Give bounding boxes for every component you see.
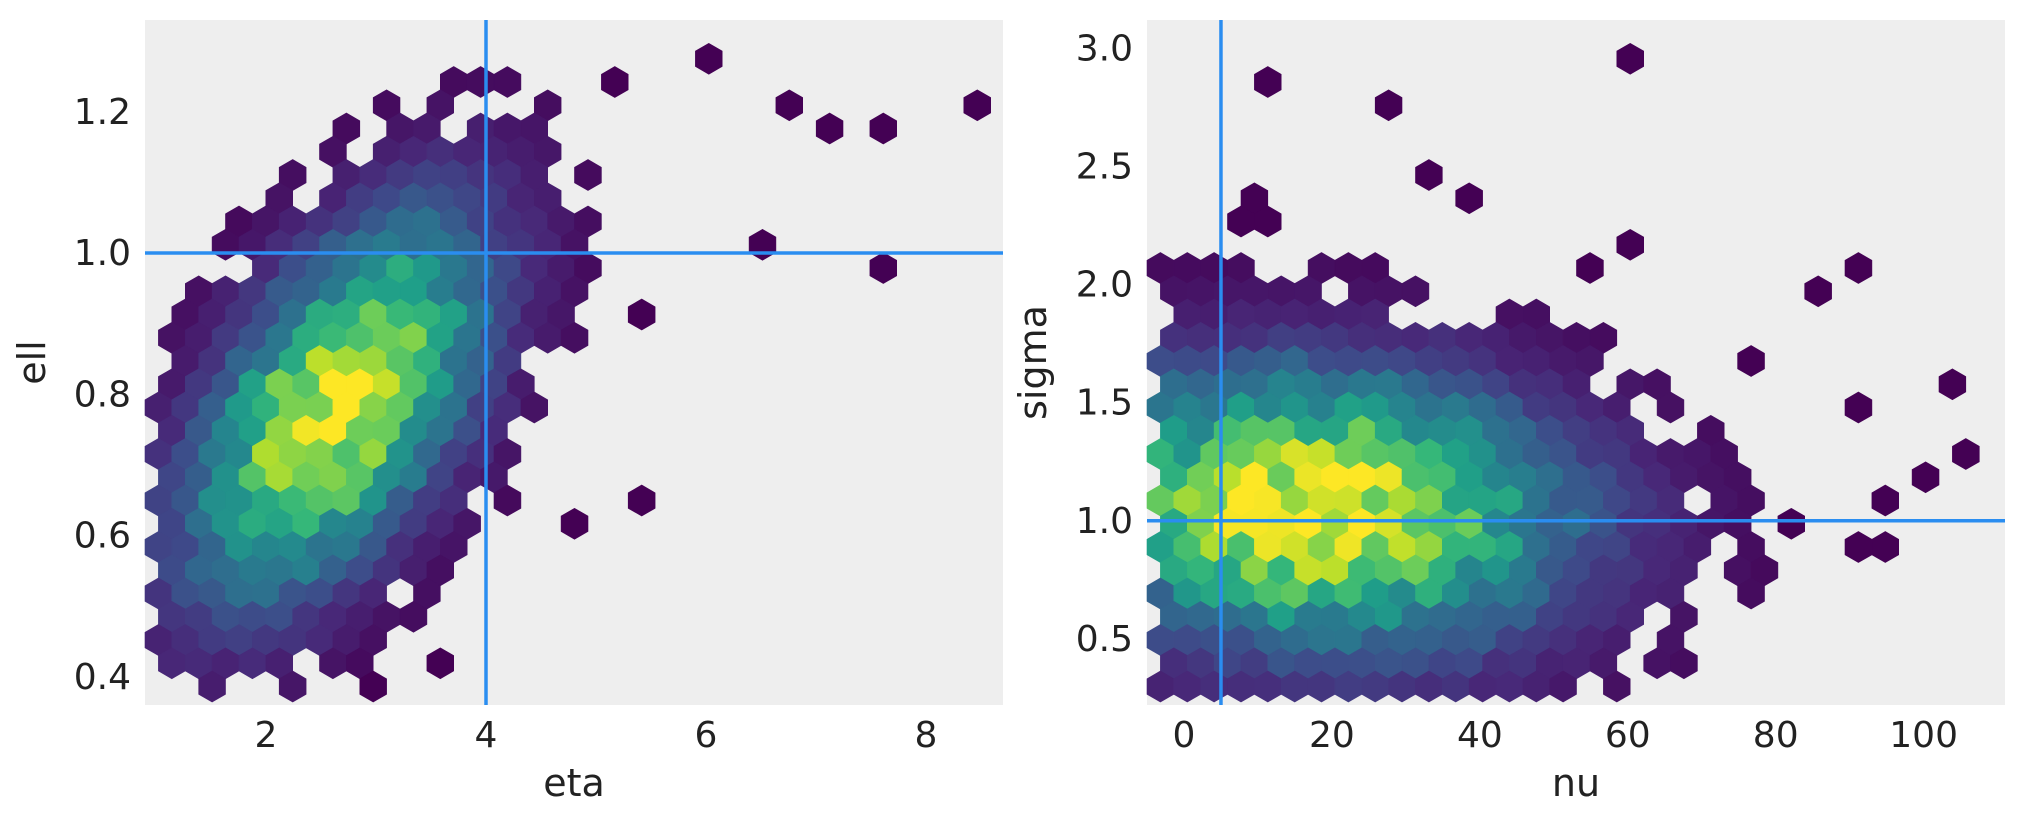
hexbin-cell [695, 42, 723, 75]
hexbin-cell [1254, 205, 1282, 238]
hexbin-cell [198, 670, 226, 703]
y-tick-label: 3.0 [1076, 28, 1133, 69]
y-tick-label: 1.2 [74, 92, 131, 133]
y-tick-label: 0.5 [1076, 619, 1133, 660]
hexbin-cell [1616, 228, 1644, 261]
hexbin-cell [1455, 182, 1483, 215]
hexbin-cell [560, 507, 589, 540]
hexbin-cell [426, 647, 455, 680]
hexbin-panel-nu-sigma: 0 20 40 60 80 100 0.5 1.0 1.5 2.0 2.5 3.0 nu sigma [1011, 20, 2005, 805]
hexbin-cell [1549, 670, 1577, 703]
x-tick-label: 80 [1753, 715, 1799, 756]
hexbin-cell [1911, 461, 1940, 494]
hexbin-cell [1656, 391, 1685, 424]
hexbin-cell [1603, 670, 1631, 703]
y-axis-label: ell [10, 340, 54, 385]
hexbin-cell [1415, 159, 1443, 191]
y-tick-label: 0.6 [74, 516, 131, 557]
x-tick-label: 2 [255, 715, 278, 756]
y-tick-label: 0.8 [74, 374, 131, 415]
x-tick-label: 20 [1309, 715, 1355, 756]
hexbin-cell [627, 484, 656, 517]
y-tick-labels: 0.5 1.0 1.5 2.0 2.5 3.0 [1076, 28, 1133, 660]
x-tick-labels: 0 20 40 60 80 100 [1173, 715, 1958, 756]
y-tick-label: 2.5 [1076, 146, 1133, 187]
y-tick-label: 2.0 [1076, 265, 1133, 306]
hexbin-cell [1616, 42, 1644, 75]
hexbin-cell [1871, 531, 1899, 563]
x-tick-label: 0 [1173, 715, 1196, 756]
hexbin-cell [775, 89, 804, 122]
x-tick-labels: 2 4 6 8 [255, 715, 938, 756]
hexbin-cell [1254, 66, 1282, 98]
hexbin-cell [399, 600, 428, 633]
hexbin-cell [1737, 345, 1765, 377]
hexbin-cell [1804, 275, 1832, 308]
x-tick-label: 8 [915, 715, 938, 756]
hexbin-cell [1777, 507, 1805, 540]
x-tick-label: 4 [475, 715, 498, 756]
hexbin-cell [574, 159, 602, 191]
x-axis-label: nu [1552, 761, 1600, 805]
hexbin-cell [359, 670, 387, 703]
y-tick-label: 1.0 [1076, 501, 1133, 542]
y-tick-label: 1.0 [74, 233, 131, 274]
hexbin-cell [627, 298, 656, 331]
hexbin-cell [520, 391, 549, 424]
hexbin-cell [560, 321, 589, 354]
hexbin-cell [815, 112, 844, 145]
hexbin-cell [1938, 368, 1967, 401]
hexbin-cell [601, 66, 629, 98]
hexbin-cell [1401, 275, 1430, 308]
hexbin-cell [278, 670, 307, 703]
hexbin-panel-eta-ell: 2 4 6 8 0.4 0.6 0.8 1.0 1.2 eta ell [10, 20, 1003, 805]
y-tick-labels: 0.4 0.6 0.8 1.0 1.2 [74, 92, 131, 698]
hexbin-cell [1374, 89, 1403, 122]
x-axis-label: eta [543, 761, 605, 805]
y-tick-label: 1.5 [1076, 383, 1133, 424]
hexbin-cell [1844, 252, 1873, 284]
x-tick-label: 40 [1457, 715, 1503, 756]
hexbin-cell [963, 89, 992, 122]
hexbin-cell [869, 112, 898, 145]
hexbin-cell [1737, 577, 1765, 610]
hexbin-cell [1844, 391, 1873, 424]
x-tick-label: 60 [1605, 715, 1651, 756]
hexbin-cell [1952, 438, 1980, 470]
hexbin-cell [1576, 252, 1604, 284]
hexbin-cell [493, 66, 522, 98]
hexbin-cells [1146, 42, 1980, 703]
x-tick-label: 100 [1889, 715, 1958, 756]
hexbin-cell [1871, 484, 1899, 517]
hexbin-cell [493, 484, 522, 517]
hexbin-cell [1670, 647, 1698, 680]
y-tick-label: 0.4 [74, 657, 131, 698]
x-tick-label: 6 [695, 715, 718, 756]
y-axis-label: sigma [1011, 305, 1055, 420]
